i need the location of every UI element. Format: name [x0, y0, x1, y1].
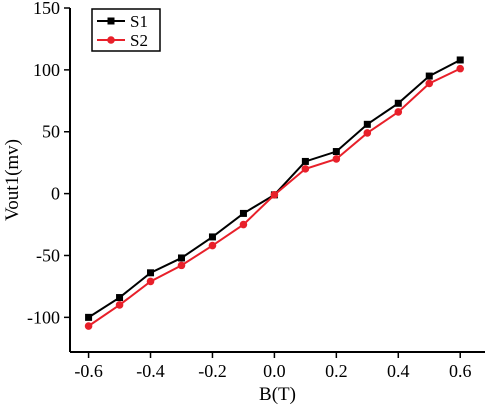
data-point — [177, 254, 185, 262]
data-point — [177, 261, 186, 270]
x-tick-label: 0.6 — [449, 361, 472, 381]
axes: -0.6 -0.4 -0.2 0.0 0.2 0.4 0.6 -100 -50 0 50 100 150… — [2, 0, 485, 405]
y-tick-label: 50 — [42, 122, 60, 142]
data-point — [301, 157, 309, 165]
data-point — [332, 148, 340, 156]
data-point — [147, 269, 155, 277]
series-line — [88, 59, 461, 319]
y-tick-label: 150 — [33, 0, 60, 18]
data-point — [363, 129, 372, 137]
x-axis-title: B(T) — [259, 384, 296, 405]
data-point — [84, 322, 93, 330]
data-point — [394, 108, 403, 116]
x-tick-label: 0.4 — [387, 361, 410, 381]
series-s1 — [85, 56, 464, 321]
legend-marker — [107, 17, 115, 25]
series-s2 — [84, 64, 465, 330]
data-point — [208, 241, 217, 250]
data-point — [270, 191, 279, 199]
x-tick-label: 0.0 — [263, 361, 286, 381]
x-tick-label: -0.4 — [136, 361, 165, 381]
y-tick-label: -100 — [27, 307, 60, 327]
data-point — [332, 155, 341, 163]
y-tick-label: -50 — [36, 245, 60, 265]
legend-item-s2: S2 — [97, 31, 148, 50]
data-point — [456, 64, 465, 73]
data-point — [146, 277, 155, 286]
data-point — [363, 120, 371, 128]
data-point — [239, 209, 247, 217]
data-point — [208, 233, 216, 241]
data-point — [394, 99, 402, 107]
y-tick-label: 100 — [33, 60, 60, 80]
data-point — [115, 301, 124, 309]
legend-label: S2 — [130, 31, 148, 50]
y-tick-label: 0 — [51, 184, 60, 204]
data-point — [116, 294, 124, 302]
data-point — [301, 165, 310, 173]
data-point — [425, 79, 434, 88]
legend-box — [91, 8, 161, 52]
legend-marker — [107, 36, 115, 44]
x-tick-label: -0.2 — [198, 361, 227, 381]
data-point — [85, 313, 93, 321]
legend-label: S1 — [130, 12, 148, 31]
series-layer — [84, 56, 465, 330]
x-tick-label: 0.2 — [325, 361, 348, 381]
legend-item-s1: S1 — [97, 12, 148, 31]
x-tick-label: -0.6 — [74, 361, 103, 381]
y-axis-title: Vout1(mv) — [2, 139, 23, 221]
data-point — [239, 220, 248, 229]
data-point — [425, 72, 433, 80]
data-point — [456, 56, 464, 64]
